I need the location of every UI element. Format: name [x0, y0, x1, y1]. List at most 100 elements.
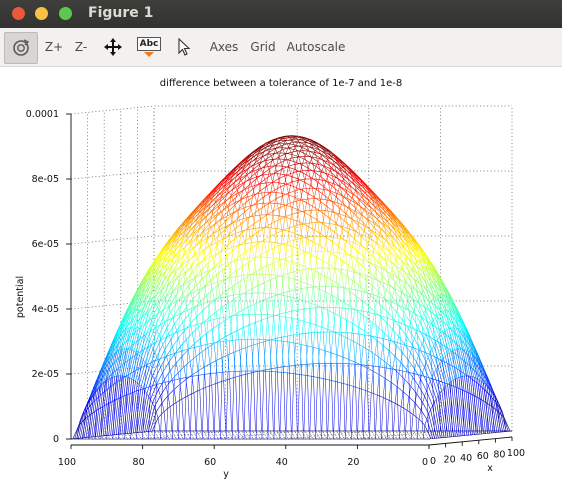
insert-text-button[interactable]: Abc — [134, 32, 164, 62]
mesh-segment-x — [291, 309, 298, 312]
mesh-segment-y — [261, 371, 265, 440]
mesh-segment-x — [401, 248, 408, 258]
mesh-segment-x — [209, 299, 216, 302]
grid-button[interactable]: Grid — [250, 40, 276, 54]
mesh-segment-x — [428, 269, 435, 282]
mesh-segment-y — [260, 190, 263, 198]
mesh-segment-y — [282, 159, 285, 167]
mesh-segment-y — [359, 196, 362, 201]
mesh-segment-x — [197, 367, 205, 372]
mesh-segment-y — [262, 156, 266, 161]
mesh-segment-x — [204, 373, 211, 375]
mesh-segment-y — [382, 282, 386, 300]
mesh-segment-y — [401, 285, 405, 292]
mesh-segment-y — [142, 388, 145, 440]
mesh-segment-y — [146, 346, 149, 366]
mesh-segment-x — [372, 370, 380, 375]
mesh-segment-x — [271, 339, 278, 341]
mesh-segment-y — [167, 255, 170, 264]
mesh-segment-x — [402, 319, 409, 329]
mesh-segment-x — [378, 327, 385, 334]
mesh-segment-x — [250, 176, 257, 180]
mesh-segment-y — [355, 289, 358, 311]
mesh-segment-y — [381, 225, 384, 230]
mesh-segment-y — [246, 219, 249, 228]
mesh-segment-x — [169, 249, 176, 256]
mesh-segment-x — [271, 294, 278, 298]
select-button[interactable] — [172, 32, 196, 62]
mesh-segment-y — [375, 232, 378, 244]
plot-title: difference between a tolerance of 1e-7 a… — [159, 78, 403, 89]
mesh-segment-y — [396, 304, 400, 323]
mesh-segment-x — [256, 228, 263, 234]
mesh-segment-x — [414, 338, 421, 350]
mesh-segment-y — [237, 162, 241, 165]
mesh-segment-x — [335, 268, 342, 270]
mesh-segment-x — [314, 152, 321, 155]
mesh-segment-y — [282, 217, 286, 230]
mesh-segment-y — [354, 183, 357, 191]
mesh-segment-x — [451, 381, 458, 437]
mesh-segment-y — [317, 222, 321, 237]
autoscale-button[interactable]: Autoscale — [286, 40, 346, 54]
mesh-segment-y — [476, 352, 480, 358]
mesh-segment-y — [385, 220, 388, 224]
mesh-segment-y — [452, 351, 455, 368]
mesh-segment-y — [474, 362, 477, 373]
mesh-segment-x — [325, 162, 332, 168]
mesh-segment-y — [215, 241, 218, 255]
mesh-segment-y — [346, 166, 349, 170]
mesh-segment-x — [360, 313, 367, 319]
minimize-window-button[interactable] — [35, 7, 48, 20]
mesh-segment-y — [472, 379, 475, 396]
mesh-segment-x — [478, 383, 485, 390]
zoom-in-button[interactable]: Z+ — [44, 40, 64, 54]
mesh-segment-x — [161, 262, 168, 270]
mesh-segment-y — [239, 295, 243, 311]
mesh-segment-y — [138, 367, 141, 391]
mesh-segment-x — [472, 379, 479, 385]
mesh-segment-x — [337, 202, 345, 206]
mesh-segment-y — [172, 237, 176, 244]
mesh-segment-x — [163, 274, 170, 281]
mesh-segment-y — [337, 160, 340, 162]
mesh-segment-y — [250, 206, 253, 215]
mesh-segment-x — [204, 251, 212, 259]
mesh-segment-x — [428, 336, 435, 341]
zoom-out-button[interactable]: Z- — [74, 40, 88, 54]
mesh-segment-x — [238, 211, 245, 218]
mesh-segment-x — [160, 327, 168, 340]
close-window-button[interactable] — [12, 7, 25, 20]
mesh-segment-y — [297, 254, 300, 271]
mesh-segment-y — [438, 282, 441, 284]
mesh-segment-y — [274, 192, 277, 204]
mesh-segment-y — [378, 198, 381, 201]
mesh-segment-y — [401, 245, 404, 249]
mesh-segment-y — [402, 307, 406, 325]
mesh-segment-x — [226, 199, 234, 207]
mesh-segment-x — [195, 227, 202, 235]
mesh-segment-y — [283, 260, 286, 277]
mesh-segment-y — [369, 392, 372, 440]
mesh-segment-x — [149, 326, 156, 343]
mesh-segment-x — [380, 316, 387, 324]
mesh-segment-y — [212, 203, 216, 211]
rotate-button[interactable] — [4, 32, 38, 64]
mesh-segment-x — [275, 371, 282, 373]
mesh-segment-x — [200, 295, 207, 302]
mesh-segment-y — [480, 398, 483, 432]
pan-button[interactable] — [100, 32, 126, 62]
maximize-window-button[interactable] — [59, 7, 72, 20]
mesh-segment-x — [103, 358, 110, 384]
axes-button[interactable]: Axes — [209, 40, 239, 54]
mesh-segment-y — [486, 375, 489, 380]
mesh-segment-x — [378, 198, 386, 206]
mesh-segment-x — [167, 389, 175, 396]
mesh-segment-x — [144, 399, 151, 432]
mesh-segment-y — [243, 370, 247, 440]
mesh-segment-y — [191, 347, 195, 377]
mesh-segment-y — [421, 272, 424, 275]
mesh-segment-x — [436, 296, 444, 312]
mesh-segment-x — [236, 266, 243, 272]
